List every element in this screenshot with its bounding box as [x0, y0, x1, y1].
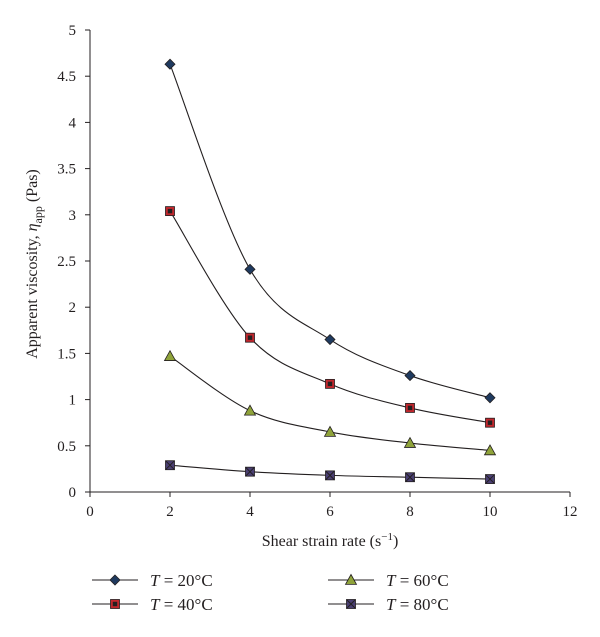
data-point-series-3 [243, 404, 257, 416]
data-point-series-4 [485, 474, 495, 484]
legend-label: T = 20°C [150, 571, 213, 590]
data-point-series-3 [163, 349, 177, 361]
x-axis-ticks: 0 2 4 6 8 10 12 [86, 492, 578, 520]
legend-item: T = 60°C [328, 571, 449, 590]
legend-marker [110, 599, 120, 609]
data-point-series-4 [165, 460, 175, 471]
data-point-series-4 [405, 472, 415, 483]
x-tick-label: 4 [246, 504, 254, 520]
data-point-series-2 [485, 417, 495, 428]
x-axis-label: Shear strain rate (s−1) [262, 531, 399, 550]
y-axis-ticks: 0 0.5 1 1.5 2 2.5 3 3.5 4 4.5 5 [57, 23, 90, 501]
series-markers [163, 58, 497, 484]
x-tick-label: 2 [166, 504, 174, 520]
axes [89, 30, 570, 493]
legend-label: T = 40°C [150, 595, 213, 614]
data-point-series-4 [245, 466, 255, 477]
series-lines [169, 63, 491, 480]
data-point-series-4 [325, 470, 335, 481]
data-point-series-2 [405, 403, 415, 413]
y-tick-label: 4 [69, 115, 77, 131]
y-tick-label: 1 [69, 393, 77, 409]
y-tick-label: 4.5 [57, 69, 76, 85]
data-point-series-2 [245, 332, 255, 343]
legend-marker [346, 599, 356, 609]
legend-label: T = 60°C [386, 571, 449, 590]
y-tick-label: 0.5 [57, 439, 76, 455]
legend-marker [344, 573, 358, 585]
data-point-series-1 [484, 392, 496, 404]
x-tick-label: 8 [406, 504, 414, 520]
data-point-series-1 [324, 333, 336, 346]
y-tick-label: 2 [69, 300, 77, 316]
y-tick-label: 1.5 [57, 346, 76, 362]
legend: T = 20°C T = 40°C T = 60°C T = 80°C [92, 571, 449, 614]
legend-marker [109, 574, 121, 586]
legend-label: T = 80°C [386, 595, 449, 614]
legend-item: T = 40°C [92, 595, 213, 614]
y-tick-label: 2.5 [57, 254, 76, 270]
x-tick-label: 6 [326, 504, 334, 520]
data-point-series-3 [403, 436, 417, 448]
x-tick-label: 10 [483, 504, 498, 520]
data-point-series-2 [325, 378, 335, 389]
legend-item: T = 20°C [92, 571, 213, 590]
data-point-series-1 [244, 263, 256, 275]
x-tick-label: 12 [563, 504, 578, 520]
y-tick-label: 5 [69, 23, 77, 39]
y-axis-label: Apparent viscosity, ηapp (Pas) [24, 169, 45, 359]
data-point-series-1 [164, 58, 176, 70]
series-line-1 [169, 63, 491, 399]
x-tick-label: 0 [86, 504, 94, 520]
legend-item: T = 80°C [328, 595, 449, 614]
data-point-series-3 [483, 444, 497, 456]
y-tick-label: 3.5 [57, 162, 76, 178]
data-point-series-2 [165, 206, 175, 217]
data-point-series-3 [323, 425, 337, 437]
y-tick-label: 3 [69, 208, 77, 224]
data-point-series-1 [404, 370, 416, 382]
y-tick-label: 0 [69, 485, 77, 501]
